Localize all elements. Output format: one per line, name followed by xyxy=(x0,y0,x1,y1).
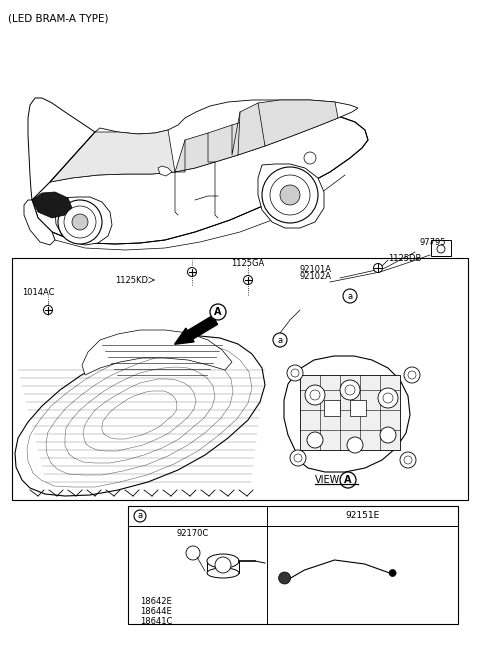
FancyBboxPatch shape xyxy=(12,258,468,500)
Circle shape xyxy=(72,214,88,230)
Polygon shape xyxy=(15,336,265,496)
Text: 1125GA: 1125GA xyxy=(231,259,264,268)
Polygon shape xyxy=(255,100,338,146)
Text: (LED BRAM-A TYPE): (LED BRAM-A TYPE) xyxy=(8,13,108,23)
Polygon shape xyxy=(31,100,368,244)
Polygon shape xyxy=(82,330,232,375)
Circle shape xyxy=(404,456,412,464)
Ellipse shape xyxy=(207,554,239,568)
Text: 18642E: 18642E xyxy=(140,598,172,607)
FancyBboxPatch shape xyxy=(324,400,340,416)
FancyArrow shape xyxy=(175,316,217,344)
Text: a: a xyxy=(137,512,143,521)
Circle shape xyxy=(408,371,416,379)
Circle shape xyxy=(273,333,287,347)
Text: A: A xyxy=(214,307,222,317)
Polygon shape xyxy=(24,200,55,245)
Text: A: A xyxy=(344,475,352,485)
Polygon shape xyxy=(175,118,255,172)
Circle shape xyxy=(186,546,200,560)
Circle shape xyxy=(278,572,290,584)
Polygon shape xyxy=(284,356,410,472)
Text: 18641C: 18641C xyxy=(140,618,172,627)
Circle shape xyxy=(304,152,316,164)
Polygon shape xyxy=(158,166,172,176)
Circle shape xyxy=(243,275,252,284)
Circle shape xyxy=(373,264,383,273)
Polygon shape xyxy=(258,164,324,228)
Circle shape xyxy=(340,380,360,400)
FancyBboxPatch shape xyxy=(431,240,451,256)
Circle shape xyxy=(340,472,356,488)
Circle shape xyxy=(307,432,323,448)
Circle shape xyxy=(305,385,325,405)
Circle shape xyxy=(389,570,396,576)
Text: 1125DB: 1125DB xyxy=(388,253,421,262)
Circle shape xyxy=(188,267,196,276)
Polygon shape xyxy=(32,192,72,218)
Text: a: a xyxy=(348,291,353,300)
Circle shape xyxy=(378,388,398,408)
Polygon shape xyxy=(50,100,358,182)
Circle shape xyxy=(437,245,445,253)
Circle shape xyxy=(294,454,302,462)
Circle shape xyxy=(58,200,102,244)
Text: VIEW: VIEW xyxy=(315,475,340,485)
Circle shape xyxy=(134,510,146,522)
Text: 92102A: 92102A xyxy=(300,272,332,281)
Circle shape xyxy=(280,185,300,205)
Polygon shape xyxy=(55,197,112,245)
FancyBboxPatch shape xyxy=(207,561,239,573)
Circle shape xyxy=(44,306,52,315)
Text: 1125KD: 1125KD xyxy=(115,275,148,284)
Circle shape xyxy=(210,304,226,320)
Text: 1014AC: 1014AC xyxy=(22,287,55,297)
Ellipse shape xyxy=(207,568,239,578)
Circle shape xyxy=(404,367,420,383)
FancyBboxPatch shape xyxy=(300,375,400,450)
Circle shape xyxy=(291,369,299,377)
Circle shape xyxy=(345,385,355,395)
Circle shape xyxy=(64,206,96,238)
FancyBboxPatch shape xyxy=(128,506,458,624)
Circle shape xyxy=(383,393,393,403)
FancyBboxPatch shape xyxy=(350,400,366,416)
Text: 92170C: 92170C xyxy=(177,530,209,539)
Text: 92101A: 92101A xyxy=(300,265,332,274)
Circle shape xyxy=(380,427,396,443)
Circle shape xyxy=(343,289,357,303)
Circle shape xyxy=(215,557,231,573)
Circle shape xyxy=(310,390,320,400)
Text: 97795: 97795 xyxy=(420,238,446,247)
Circle shape xyxy=(262,167,318,223)
Circle shape xyxy=(347,437,363,453)
Polygon shape xyxy=(238,103,265,155)
Circle shape xyxy=(270,175,310,215)
Polygon shape xyxy=(50,130,175,182)
Polygon shape xyxy=(28,98,368,244)
Text: a: a xyxy=(277,335,283,344)
Circle shape xyxy=(400,452,416,468)
Text: 92151E: 92151E xyxy=(345,512,379,521)
Circle shape xyxy=(290,450,306,466)
Text: 18644E: 18644E xyxy=(140,607,172,616)
Circle shape xyxy=(287,365,303,381)
